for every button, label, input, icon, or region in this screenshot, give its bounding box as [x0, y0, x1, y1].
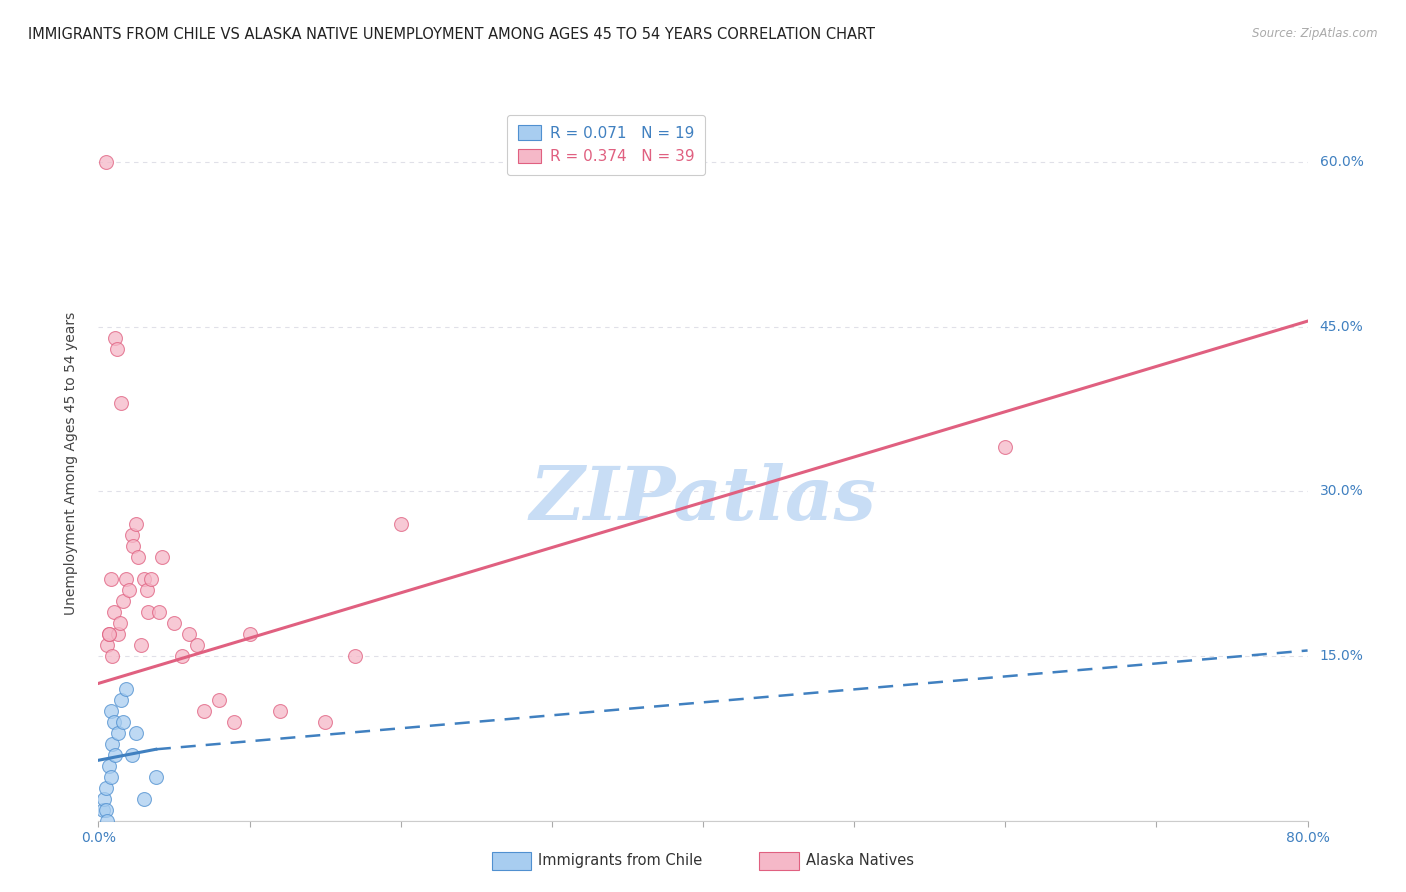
Text: Source: ZipAtlas.com: Source: ZipAtlas.com [1253, 27, 1378, 40]
Point [132, 791, 155, 805]
Point [129, 638, 152, 652]
Point [114, 681, 136, 696]
Point [108, 615, 131, 630]
Point [145, 770, 167, 784]
Text: Immigrants from Chile: Immigrants from Chile [538, 854, 703, 868]
Point [163, 615, 186, 630]
Point [98, 627, 121, 641]
Point [125, 517, 148, 532]
Point [101, 648, 124, 663]
Point [186, 638, 208, 652]
Point [105, 342, 128, 356]
Point [110, 396, 132, 410]
Point [91, 803, 114, 817]
Point [104, 747, 127, 762]
Text: 30.0%: 30.0% [1320, 484, 1364, 499]
Point [150, 550, 173, 565]
Point [389, 517, 412, 532]
Point [107, 726, 129, 740]
Text: 15.0%: 15.0% [1320, 649, 1364, 663]
Point [177, 627, 201, 641]
Point [239, 627, 262, 641]
Point [101, 737, 124, 751]
Point [98, 627, 121, 641]
Text: Alaska Natives: Alaska Natives [806, 854, 914, 868]
Y-axis label: Unemployment Among Ages 45 to 54 years: Unemployment Among Ages 45 to 54 years [63, 312, 77, 615]
Point [269, 704, 291, 718]
Point [224, 714, 246, 729]
Point [93, 791, 115, 805]
Point [103, 714, 125, 729]
Point [141, 572, 163, 586]
Point [107, 627, 129, 641]
Point [127, 550, 149, 565]
Point [96, 814, 118, 828]
Point [136, 605, 159, 619]
Point [193, 704, 215, 718]
Point [103, 605, 125, 619]
Point [94, 780, 117, 795]
Text: IMMIGRANTS FROM CHILE VS ALASKA NATIVE UNEMPLOYMENT AMONG AGES 45 TO 54 YEARS CO: IMMIGRANTS FROM CHILE VS ALASKA NATIVE U… [28, 27, 875, 42]
Text: ZIPatlas: ZIPatlas [530, 463, 876, 536]
Point [132, 572, 155, 586]
Point [121, 528, 143, 542]
Text: 60.0%: 60.0% [1320, 155, 1364, 169]
Text: 45.0%: 45.0% [1320, 319, 1364, 334]
Point [170, 648, 193, 663]
Point [122, 539, 145, 553]
Point [111, 594, 134, 608]
Point [114, 572, 136, 586]
Point [100, 704, 122, 718]
Point [100, 572, 122, 586]
Point [96, 638, 118, 652]
Point [118, 583, 141, 598]
Point [135, 583, 157, 598]
Point [344, 648, 367, 663]
Point [121, 747, 143, 762]
Point [111, 714, 134, 729]
Point [994, 441, 1017, 455]
Legend: R = 0.071   N = 19, R = 0.374   N = 39: R = 0.071 N = 19, R = 0.374 N = 39 [508, 115, 706, 175]
Point [94, 155, 117, 169]
Point [104, 330, 127, 344]
Point [98, 758, 121, 772]
Point [125, 726, 148, 740]
Point [94, 803, 117, 817]
Point [148, 605, 170, 619]
Point [100, 770, 122, 784]
Point [110, 693, 132, 707]
Point [208, 693, 231, 707]
Point [314, 714, 336, 729]
